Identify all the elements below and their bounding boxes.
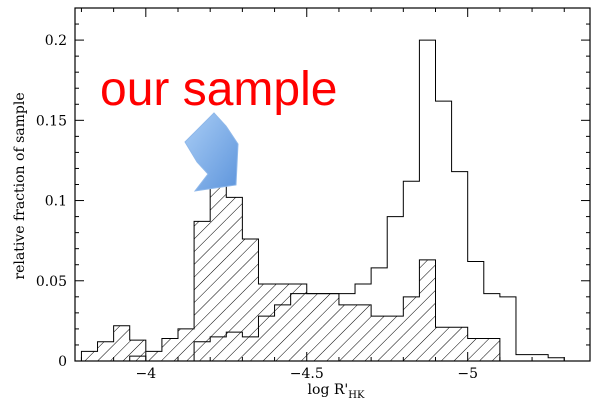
annotation-our-sample: our sample — [100, 63, 337, 116]
bar-open-27 — [516, 355, 532, 361]
bar-hatched-5 — [161, 338, 178, 361]
bar-hatched-10 — [242, 239, 259, 361]
bar-hatched-24 — [467, 338, 484, 361]
y-tick-label-1: 0.05 — [36, 274, 67, 290]
x-tick-label-1: −4.5 — [290, 366, 324, 382]
plot-area — [80, 39, 565, 362]
series-hatched — [80, 151, 501, 361]
bar-hatched-12 — [274, 283, 291, 361]
ticks: 0 0.05 0.1 0.15 0.2 −4 −4.5 −5 — [36, 8, 590, 382]
bar-hatched-17 — [355, 304, 372, 361]
bar-open-28 — [532, 355, 548, 361]
bar-hatched-16 — [338, 304, 356, 361]
y-tick-label-3: 0.15 — [36, 113, 67, 129]
x-axis-title-main: log R' — [308, 382, 349, 398]
y-tick-label-2: 0.1 — [45, 194, 67, 210]
x-tick-label-2: −5 — [457, 366, 478, 382]
bar-hatched-20 — [403, 296, 420, 361]
bar-hatched-11 — [258, 283, 275, 361]
bar-hatched-25 — [483, 338, 500, 361]
bar-hatched-3 — [129, 340, 146, 361]
bar-hatched-23 — [451, 327, 468, 361]
bar-hatched-1 — [97, 341, 114, 361]
bar-hatched-7 — [194, 221, 211, 361]
bar-hatched-9 — [226, 197, 243, 361]
bar-hatched-15 — [322, 293, 339, 361]
y-tick-label-4: 0.2 — [45, 33, 67, 49]
bar-hatched-2 — [113, 325, 130, 361]
bar-open-26 — [500, 297, 516, 361]
y-axis-title: relative fraction of sample — [12, 92, 28, 279]
x-axis-title: log R'HK — [308, 382, 365, 400]
x-axis-title-subscript: HK — [348, 390, 365, 400]
bar-hatched-0 — [81, 351, 98, 361]
annotation-arrow — [184, 112, 239, 192]
bar-hatched-8 — [210, 152, 227, 361]
bar-hatched-6 — [178, 328, 195, 361]
bar-hatched-14 — [306, 293, 323, 361]
x-tick-label-0: −4 — [135, 366, 156, 382]
bar-hatched-21 — [419, 259, 436, 361]
bar-hatched-4 — [145, 351, 162, 361]
y-tick-label-0: 0 — [58, 354, 67, 370]
bar-open-22 — [436, 101, 452, 361]
series-outline-hatched — [80, 151, 501, 361]
bar-hatched-19 — [387, 316, 404, 361]
arrow-icon — [184, 112, 239, 192]
bar-hatched-13 — [290, 283, 307, 361]
bar-hatched-18 — [371, 316, 388, 361]
bar-hatched-22 — [435, 327, 452, 361]
